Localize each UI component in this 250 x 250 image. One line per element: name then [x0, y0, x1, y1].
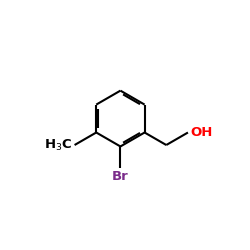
Text: OH: OH [190, 126, 213, 139]
Text: H$_3$C: H$_3$C [44, 138, 72, 152]
Text: Br: Br [112, 170, 129, 183]
